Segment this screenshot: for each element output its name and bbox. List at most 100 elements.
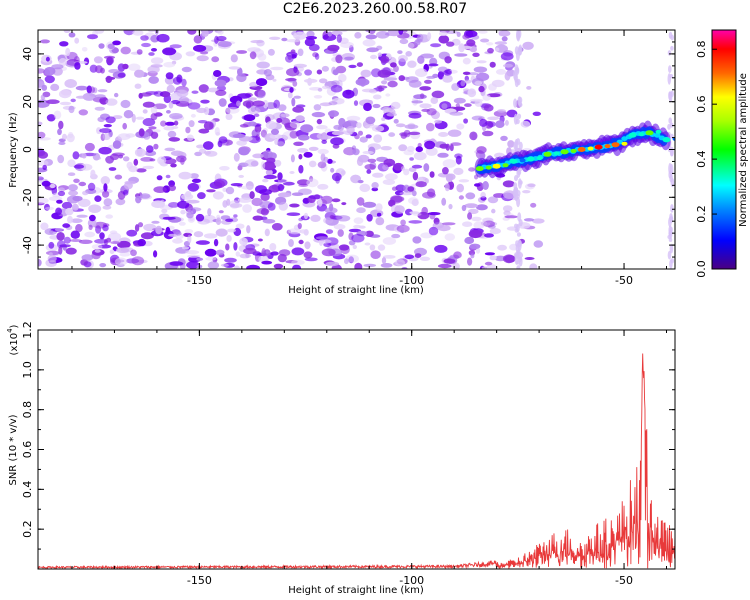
noise-blob bbox=[38, 259, 42, 267]
noise-blob bbox=[254, 113, 260, 118]
noise-blob bbox=[140, 92, 152, 97]
noise-blob bbox=[522, 41, 534, 50]
noise-blob bbox=[201, 30, 209, 37]
noise-blob bbox=[417, 33, 424, 42]
noise-blob bbox=[191, 90, 199, 94]
noise-blob bbox=[246, 264, 260, 269]
noise-blob bbox=[233, 227, 242, 237]
noise-blob bbox=[356, 207, 366, 214]
noise-blob bbox=[215, 217, 222, 225]
noise-blob bbox=[387, 30, 401, 37]
noise-blob bbox=[325, 261, 340, 267]
noise-blob bbox=[130, 249, 137, 257]
noise-blob bbox=[168, 202, 180, 208]
noise-blob bbox=[198, 128, 210, 134]
noise-blob bbox=[84, 231, 96, 238]
noise-blob bbox=[163, 61, 176, 68]
noise-blob bbox=[72, 151, 80, 160]
noise-blob bbox=[482, 130, 494, 137]
noise-blob bbox=[262, 150, 273, 159]
noise-blob bbox=[40, 222, 49, 231]
x-tick-label: -50 bbox=[615, 274, 633, 287]
noise-blob bbox=[516, 78, 521, 86]
noise-blob bbox=[252, 100, 265, 107]
noise-blob bbox=[376, 31, 390, 39]
noise-blob bbox=[437, 225, 451, 232]
noise-blob bbox=[189, 217, 194, 222]
noise-blob bbox=[293, 141, 304, 146]
noise-blob bbox=[169, 113, 183, 120]
noise-blob bbox=[415, 68, 428, 78]
noise-blob bbox=[517, 212, 522, 222]
track-peak bbox=[604, 144, 611, 149]
noise-blob bbox=[263, 99, 269, 109]
noise-blob bbox=[133, 158, 139, 166]
noise-blob bbox=[271, 128, 279, 135]
noise-blob bbox=[346, 125, 355, 134]
track-peak bbox=[594, 144, 603, 150]
noise-blob bbox=[102, 205, 112, 210]
noise-blob bbox=[376, 212, 382, 217]
noise-blob bbox=[408, 167, 417, 173]
noise-blob bbox=[669, 243, 674, 254]
noise-blob bbox=[495, 69, 507, 75]
noise-blob bbox=[239, 253, 251, 259]
noise-blob bbox=[398, 30, 404, 35]
noise-blob bbox=[529, 263, 538, 269]
noise-blob bbox=[156, 175, 163, 181]
noise-blob bbox=[356, 62, 363, 67]
noise-blob bbox=[454, 53, 468, 57]
noise-blob bbox=[399, 191, 414, 196]
noise-blob bbox=[120, 46, 131, 55]
snr-panel: -150 -100 -50 0.2 0.4 0.6 0.8 1.0 1.2 Height of … bbox=[6, 321, 676, 596]
noise-blob bbox=[176, 89, 189, 98]
noise-blob bbox=[317, 148, 329, 155]
noise-blob bbox=[260, 193, 270, 201]
noise-blob bbox=[211, 56, 220, 63]
noise-blob bbox=[330, 137, 344, 146]
noise-blob bbox=[200, 51, 209, 55]
y-tick-label: 0 bbox=[21, 146, 34, 153]
snr-ylabel: SNR (10 * v/v) bbox=[8, 414, 19, 485]
noise-blob bbox=[421, 206, 429, 216]
noise-blob bbox=[105, 116, 116, 124]
noise-blob bbox=[413, 151, 427, 161]
noise-blob bbox=[523, 218, 535, 222]
noise-blob bbox=[155, 225, 163, 235]
noise-blob bbox=[250, 40, 264, 44]
noise-blob bbox=[383, 158, 396, 167]
colorbar-tick-label: 0.2 bbox=[695, 205, 708, 223]
noise-blob bbox=[480, 221, 488, 226]
noise-blob bbox=[470, 253, 475, 259]
noise-blob bbox=[134, 224, 140, 232]
noise-blob bbox=[215, 89, 227, 96]
noise-blob bbox=[484, 261, 493, 266]
noise-blob bbox=[426, 75, 436, 79]
noise-blob bbox=[464, 103, 472, 107]
noise-blob bbox=[407, 42, 415, 49]
noise-blob bbox=[303, 151, 313, 158]
noise-blob bbox=[195, 240, 210, 245]
noise-blob bbox=[403, 168, 410, 176]
noise-blob bbox=[115, 247, 130, 253]
noise-blob bbox=[289, 121, 301, 129]
noise-blob bbox=[96, 127, 102, 135]
noise-blob bbox=[504, 120, 509, 126]
noise-blob bbox=[451, 83, 460, 91]
noise-blob bbox=[377, 52, 383, 57]
noise-blob bbox=[670, 146, 674, 157]
noise-blob bbox=[318, 135, 332, 140]
noise-blob bbox=[127, 63, 141, 71]
noise-blob bbox=[484, 233, 494, 238]
noise-blob bbox=[380, 55, 390, 64]
noise-blob bbox=[317, 183, 329, 190]
noise-blob bbox=[94, 238, 108, 244]
track-peak bbox=[502, 163, 509, 168]
noise-blob bbox=[365, 230, 374, 237]
noise-blob bbox=[169, 261, 184, 266]
noise-blob bbox=[456, 183, 465, 193]
noise-blob bbox=[467, 88, 477, 98]
noise-blob bbox=[445, 143, 450, 151]
noise-blob bbox=[277, 184, 284, 192]
noise-blob bbox=[120, 99, 131, 109]
